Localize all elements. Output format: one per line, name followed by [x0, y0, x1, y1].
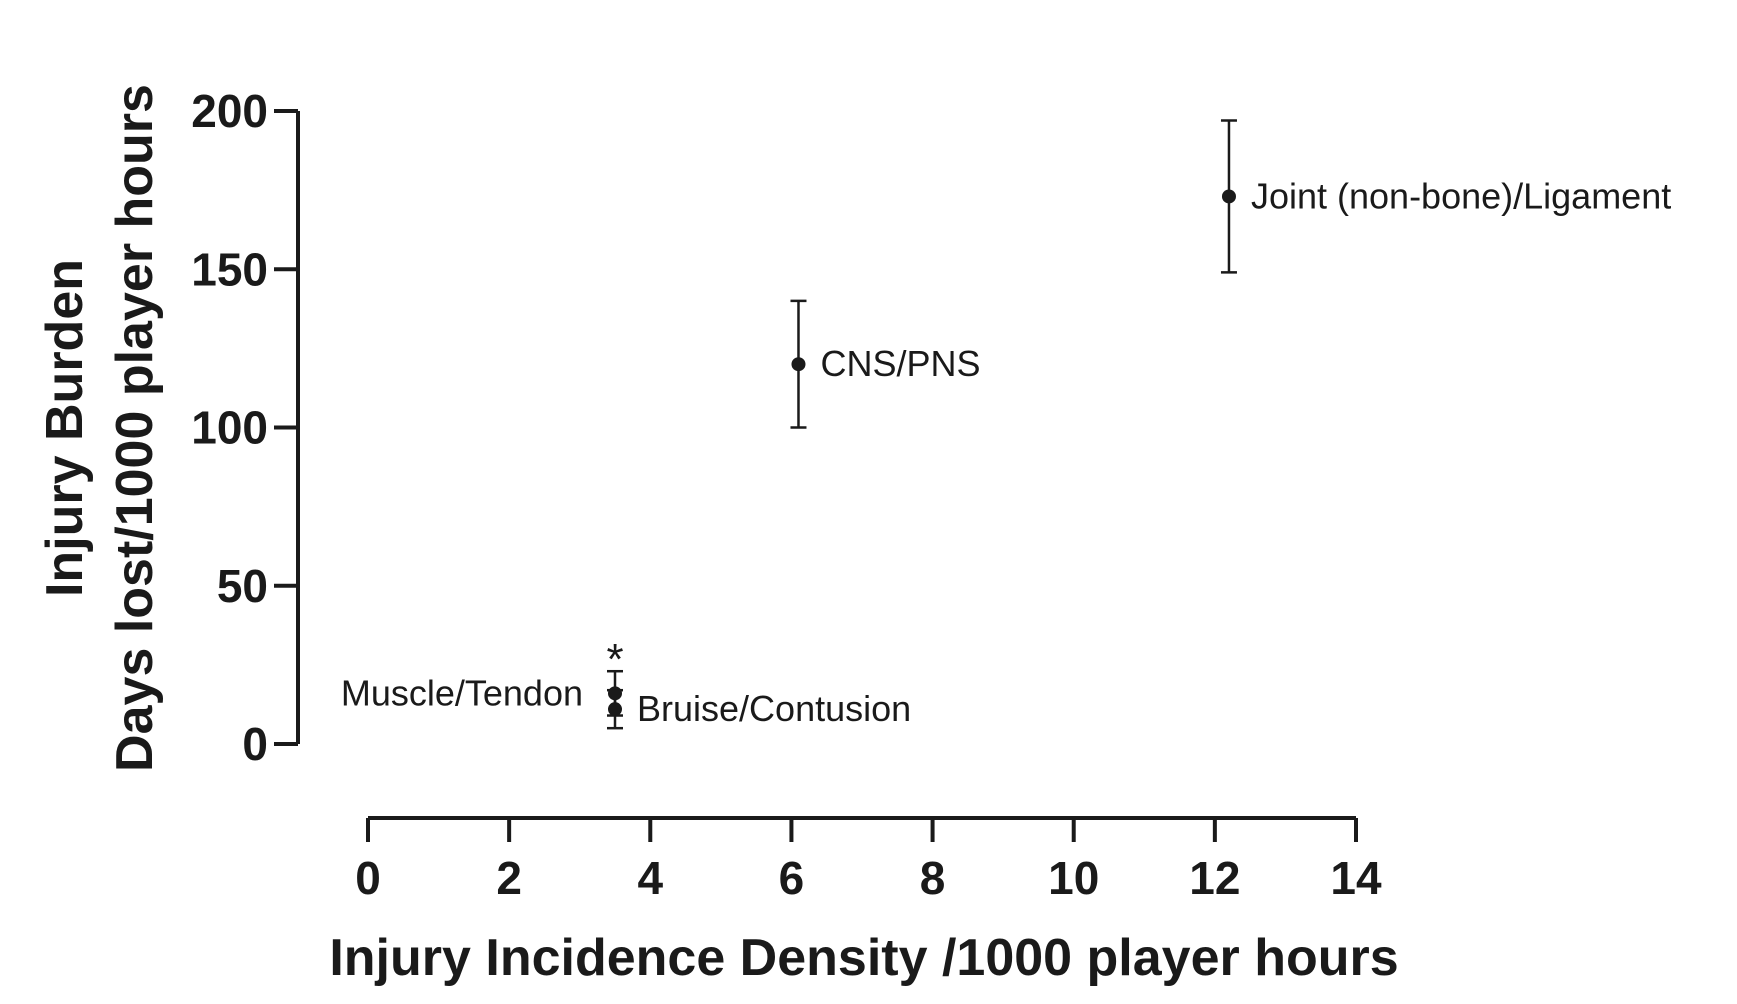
y-tick-label: 0 [242, 718, 268, 770]
point-label: Joint (non-bone)/Ligament [1251, 175, 1671, 216]
x-tick-label: 6 [779, 852, 805, 904]
x-tick-label: 8 [920, 852, 946, 904]
point-label: Bruise/Contusion [637, 688, 911, 729]
y-axis-title-line2: Days lost/1000 player hours [106, 84, 164, 772]
y-tick-label: 200 [191, 85, 268, 137]
y-tick-label: 50 [217, 560, 268, 612]
x-axis-title: Injury Incidence Density /1000 player ho… [329, 929, 1398, 987]
significance-marker: * [606, 635, 623, 684]
x-tick-label: 4 [637, 852, 663, 904]
data-point [791, 357, 806, 372]
y-axis-title-line1: Injury Burden [36, 259, 94, 597]
y-tick-label: 100 [191, 402, 268, 454]
x-tick-label: 14 [1330, 852, 1382, 904]
x-axis: 0 2 4 6 8 10 12 14 [355, 816, 1382, 904]
x-tick-label: 12 [1189, 852, 1240, 904]
y-tick-label: 150 [191, 243, 268, 295]
x-tick-label: 2 [496, 852, 522, 904]
x-tick-label: 0 [355, 852, 381, 904]
point-labels: Joint (non-bone)/Ligament CNS/PNS Muscle/T… [341, 175, 1671, 729]
point-label: Muscle/Tendon [341, 672, 583, 713]
y-axis: 0 50 100 150 200 [191, 85, 300, 770]
x-tick-label: 10 [1048, 852, 1099, 904]
point-label: CNS/PNS [820, 343, 980, 384]
data-points [607, 119, 1237, 730]
data-point [608, 702, 622, 717]
data-point [1221, 189, 1236, 204]
